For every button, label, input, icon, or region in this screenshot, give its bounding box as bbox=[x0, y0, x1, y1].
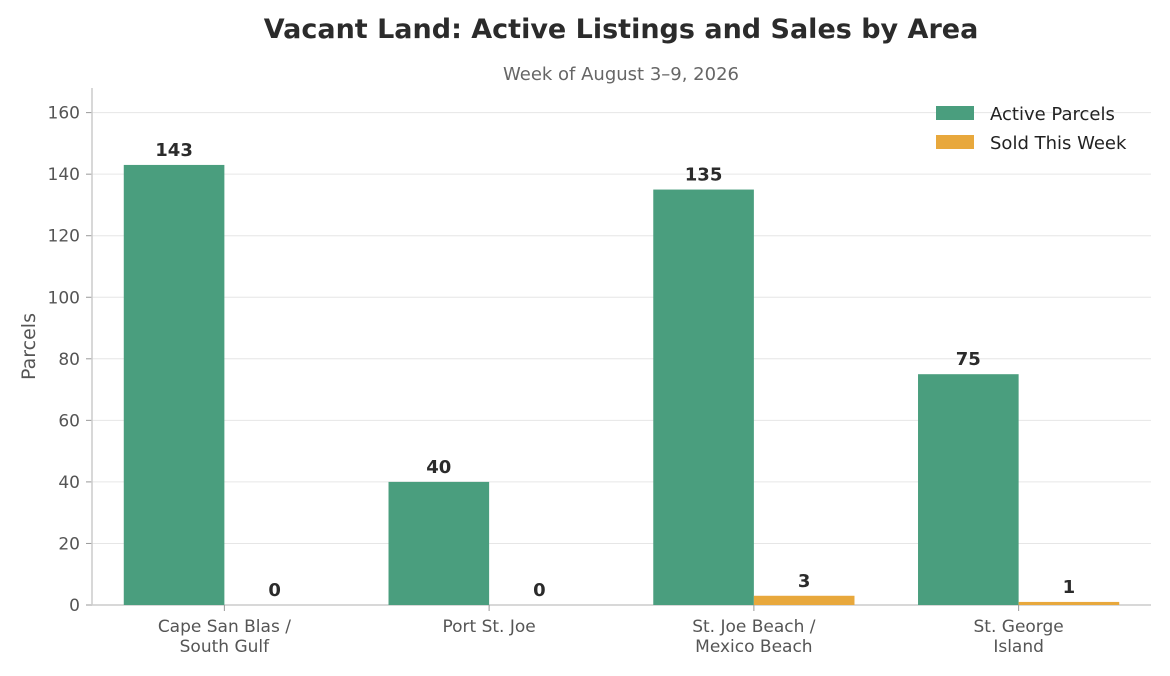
y-tick-label: 120 bbox=[48, 227, 80, 247]
data-label: 75 bbox=[956, 349, 981, 370]
x-tick-label: St. Joe Beach / bbox=[692, 617, 816, 637]
x-tick-label: South Gulf bbox=[180, 637, 270, 657]
bar-sold bbox=[753, 595, 855, 605]
bar-sold bbox=[1018, 601, 1120, 605]
y-tick-label: 140 bbox=[48, 165, 80, 185]
legend-swatch bbox=[936, 135, 974, 149]
legend-label: Active Parcels bbox=[990, 104, 1115, 125]
legend-label: Sold This Week bbox=[990, 133, 1127, 154]
x-tick-label: St. George bbox=[974, 617, 1064, 637]
y-tick-label: 160 bbox=[48, 104, 80, 124]
bar-active bbox=[123, 164, 225, 606]
y-tick-label: 100 bbox=[48, 288, 80, 308]
data-label: 1 bbox=[1063, 577, 1076, 598]
chart-subtitle: Week of August 3–9, 2026 bbox=[503, 64, 739, 85]
y-tick-label: 20 bbox=[58, 534, 80, 554]
data-label: 143 bbox=[155, 140, 193, 161]
legend-swatch bbox=[936, 106, 974, 120]
x-tick-label: Island bbox=[993, 637, 1044, 657]
data-label: 3 bbox=[798, 571, 811, 592]
y-axis-label: Parcels bbox=[18, 313, 40, 380]
bar-active bbox=[918, 374, 1019, 605]
bar-active bbox=[388, 481, 490, 605]
y-tick-label: 80 bbox=[58, 350, 80, 370]
data-label: 0 bbox=[268, 580, 281, 601]
x-tick-label: Mexico Beach bbox=[695, 637, 812, 657]
y-tick-label: 0 bbox=[69, 596, 80, 616]
x-tick-label: Cape San Blas / bbox=[158, 617, 291, 637]
y-tick-label: 60 bbox=[58, 411, 80, 431]
x-tick-label: Port St. Joe bbox=[443, 617, 536, 637]
bar-active bbox=[653, 189, 754, 605]
data-label: 40 bbox=[426, 457, 451, 478]
data-label: 0 bbox=[533, 580, 546, 601]
data-label: 135 bbox=[685, 165, 723, 186]
chart-title: Vacant Land: Active Listings and Sales b… bbox=[263, 14, 979, 45]
y-tick-label: 40 bbox=[58, 473, 80, 493]
